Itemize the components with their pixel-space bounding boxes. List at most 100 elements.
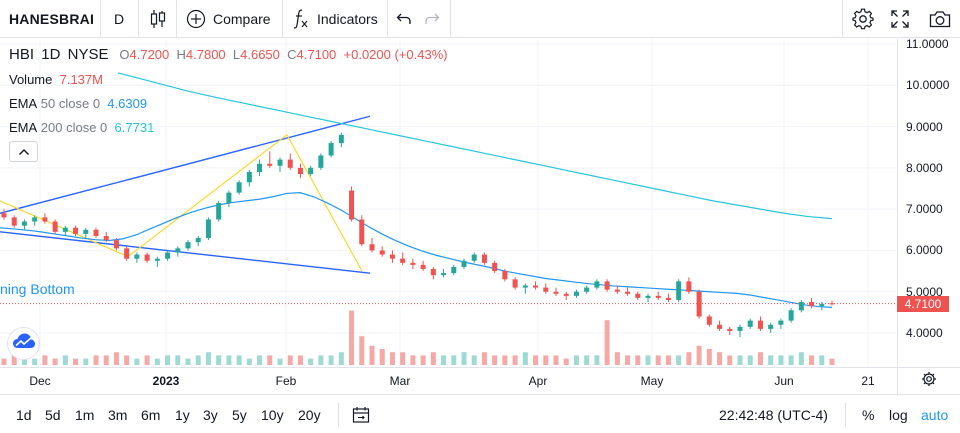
candle-body	[308, 167, 314, 175]
snapshot-button[interactable]	[929, 0, 951, 38]
legend-ohlc-row: HBI 1D NYSE O 4.7200 H 4.7800 L 4.6650 C 4.7…	[9, 46, 448, 63]
legend-low: 4.6650	[240, 47, 280, 62]
indicators-button[interactable]: Indicators	[293, 0, 378, 38]
compare-button[interactable]: Compare	[186, 0, 271, 38]
volume-bar	[665, 355, 671, 365]
volume-bar	[103, 355, 109, 365]
clock-timezone[interactable]: 22:42:48 (UTC-4)	[719, 407, 828, 423]
undo-button[interactable]	[396, 0, 412, 38]
volume-bar	[757, 352, 763, 365]
volume-bar	[338, 352, 344, 365]
volume-bar	[297, 355, 303, 365]
legend-high: 4.7800	[185, 47, 226, 62]
volume-bar	[124, 355, 130, 365]
candle-body	[635, 293, 641, 298]
volume-bar	[543, 355, 549, 365]
ema50-params: 50 close 0	[40, 96, 101, 111]
candle-body	[614, 289, 620, 292]
redo-button[interactable]	[424, 0, 440, 38]
volume-bar	[410, 355, 416, 365]
range-button-1y[interactable]: 1y	[175, 407, 190, 423]
volume-bar	[93, 355, 99, 365]
volume-bar	[747, 355, 753, 365]
candle-body	[809, 302, 815, 307]
pattern-label[interactable]: ning Bottom	[0, 281, 75, 297]
volume-bar	[614, 352, 620, 365]
time-axis[interactable]: Dec 2023 Feb Mar Apr May Jun 21	[0, 367, 897, 394]
candle-body	[359, 219, 365, 245]
candle-body	[83, 229, 89, 234]
ema200-params: 200 close 0	[40, 120, 108, 135]
range-button-20y[interactable]: 20y	[298, 407, 321, 423]
toolbar-divider	[282, 0, 283, 38]
date-range-button[interactable]	[352, 406, 370, 427]
gear-icon	[921, 371, 937, 392]
chevron-up-icon	[18, 143, 30, 161]
settings-button[interactable]	[852, 0, 874, 38]
volume-bar	[533, 355, 539, 365]
candle-body	[686, 281, 692, 292]
logo-badge[interactable]	[7, 327, 40, 360]
redo-icon	[424, 12, 440, 26]
fx-icon	[293, 8, 309, 30]
chart-type-button[interactable]	[150, 0, 166, 38]
percent-scale-button[interactable]: %	[862, 407, 875, 423]
candle-body	[226, 192, 232, 203]
range-button-3m[interactable]: 3m	[108, 407, 128, 423]
interval-button[interactable]: D	[114, 11, 125, 27]
candle-body	[604, 281, 610, 290]
candle-body	[451, 266, 457, 274]
volume-bar	[563, 358, 569, 365]
candle-body	[768, 324, 774, 329]
volume-bar	[134, 358, 140, 365]
volume-bar	[246, 358, 252, 365]
volume-bar	[175, 355, 181, 365]
candle-body	[144, 254, 150, 261]
candle-body	[21, 221, 27, 226]
time-axis-label: 2023	[152, 374, 180, 388]
legend-collapse-button[interactable]	[9, 141, 38, 162]
price-axis-label: 7.0000	[906, 202, 943, 217]
candle-body	[706, 316, 712, 325]
ema50-label: EMA	[9, 96, 38, 111]
legend-ema200-row[interactable]: EMA 200 close 0 6.7731	[9, 120, 154, 135]
candle-body	[389, 254, 395, 259]
range-button-10y[interactable]: 10y	[261, 407, 284, 423]
toolbar-divider	[100, 0, 101, 38]
candle-body	[543, 287, 549, 292]
candle-body	[829, 303, 835, 305]
candle-body	[246, 171, 252, 183]
log-scale-button[interactable]: log	[889, 407, 908, 423]
chart-pane[interactable]	[0, 39, 897, 367]
fullscreen-button[interactable]	[891, 0, 909, 38]
axis-settings-button[interactable]	[897, 367, 960, 394]
legend-ema50-row[interactable]: EMA 50 close 0 4.6309	[9, 96, 147, 111]
range-button-5d[interactable]: 5d	[45, 407, 61, 423]
time-axis-label: 21	[861, 374, 875, 388]
range-button-1m[interactable]: 1m	[75, 407, 95, 423]
legend-volume-row[interactable]: Volume 7.137M	[9, 72, 103, 87]
candle-body	[676, 281, 682, 300]
price-axis[interactable]: 11.0000 10.0000 9.0000 8.0000 7.0000 6.0000 5.…	[897, 37, 960, 367]
legend-high-key: H	[176, 47, 186, 62]
range-button-6m[interactable]: 6m	[141, 407, 161, 423]
range-button-1d[interactable]: 1d	[16, 407, 32, 423]
candle-body	[32, 217, 38, 222]
volume-bar	[430, 352, 436, 365]
legend-ticker: HBI	[9, 46, 35, 63]
volume-bar	[318, 355, 324, 365]
candle-body	[522, 285, 528, 288]
symbol-search-button[interactable]: HANESBRAI	[9, 11, 95, 27]
ema50-line	[0, 192, 833, 309]
volume-bar	[481, 352, 487, 365]
candle-body	[594, 281, 600, 288]
candle-body	[533, 285, 539, 288]
candle-body	[819, 304, 825, 307]
candle-body	[737, 326, 743, 331]
price-chart[interactable]	[0, 39, 897, 367]
range-button-5y[interactable]: 5y	[232, 407, 247, 423]
candle-body	[717, 324, 723, 329]
volume-bar	[369, 345, 375, 365]
range-button-3y[interactable]: 3y	[203, 407, 218, 423]
auto-scale-button[interactable]: auto	[921, 407, 949, 423]
